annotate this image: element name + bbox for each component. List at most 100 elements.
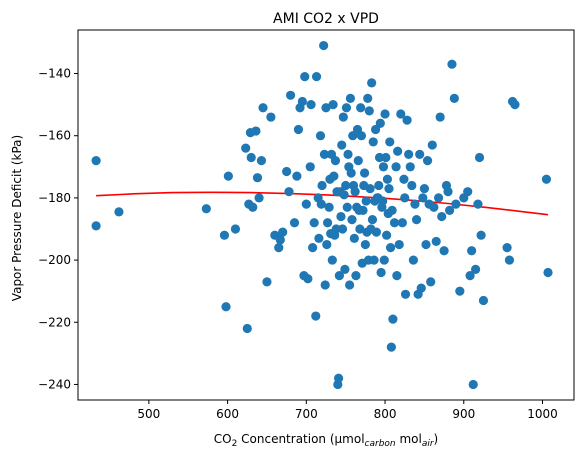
scatter-point: [411, 215, 422, 225]
scatter-point: [386, 342, 396, 352]
scatter-point: [322, 218, 333, 228]
x-axis: 500 600 700 800 900 1000: [137, 400, 558, 421]
scatter-point: [349, 233, 359, 243]
scatter-point: [329, 171, 339, 181]
scatter-point: [371, 124, 381, 135]
scatter-point: [399, 174, 409, 184]
scatter-point: [278, 227, 288, 237]
scatter-point: [405, 162, 415, 172]
scatter-point: [345, 93, 356, 103]
fit-line: [96, 191, 549, 216]
scatter-point: [114, 207, 124, 217]
y-axis-label: Vapor Pressure Deficit (kPa): [10, 135, 24, 301]
scatter-point: [341, 103, 352, 113]
scatter-point: [91, 155, 101, 166]
y-axis: −140 −160 −180 −200 −220 −240: [38, 67, 78, 391]
scatter-point: [266, 112, 276, 122]
scatter-point: [334, 271, 344, 281]
scatter-point: [350, 187, 360, 197]
scatter-point: [322, 239, 332, 250]
scatter-point: [368, 137, 378, 147]
scatter-point: [251, 126, 261, 136]
scatter-point: [346, 168, 356, 178]
scatter-point: [292, 171, 302, 181]
scatter-point: [337, 140, 347, 150]
scatter-point: [309, 218, 319, 228]
scatter-point: [327, 255, 337, 265]
scatter-point: [384, 183, 394, 194]
y-tick-label: −140: [38, 67, 71, 81]
scatter-point: [353, 155, 363, 166]
scatter-point: [230, 224, 241, 234]
scatter-point: [328, 100, 338, 110]
x-axis-label-post: ): [434, 432, 439, 446]
scatter-point: [248, 202, 258, 212]
y-tick-label: −180: [38, 191, 71, 205]
scatter-point: [351, 271, 361, 281]
scatter-point: [345, 280, 355, 290]
scatter-point: [330, 155, 341, 166]
scatter-point: [342, 202, 352, 212]
axes-frame: [77, 29, 575, 401]
scatter-point: [201, 204, 211, 214]
scatter-point: [365, 183, 375, 194]
scatter-point: [356, 103, 366, 113]
scatter-point: [394, 239, 404, 250]
scatter-point: [443, 187, 453, 197]
scatter-point: [91, 221, 101, 231]
scatter-point: [478, 295, 489, 306]
x-axis-label: CO2 Concentration (µmolcarbon molair): [214, 432, 438, 449]
scatter-point: [473, 199, 483, 209]
scatter-point: [455, 286, 465, 296]
scatter-point: [300, 72, 310, 82]
y-tick-label: −220: [38, 315, 71, 329]
scatter-point: [381, 152, 391, 163]
scatter-point: [331, 224, 341, 234]
scatter-point: [316, 199, 326, 209]
scatter-point: [297, 96, 307, 107]
scatter-point: [385, 243, 396, 253]
scatter-point: [315, 131, 326, 141]
scatter-point: [221, 302, 231, 312]
fit-line-layer: [96, 191, 549, 216]
scatter-point: [387, 205, 397, 215]
scatter-point: [284, 187, 294, 197]
x-axis-label-sub3: air: [422, 439, 435, 449]
x-tick-label: 500: [137, 407, 160, 421]
scatter-point: [510, 100, 520, 110]
scatter-point: [308, 243, 318, 253]
scatter-point: [347, 215, 357, 225]
scatter-point: [305, 162, 315, 172]
scatter-point: [254, 193, 264, 203]
scatter-point: [262, 277, 272, 287]
scatter-point: [397, 218, 407, 228]
scatter-point: [285, 90, 296, 100]
scatter-point: [359, 168, 370, 178]
scatter-point: [422, 155, 433, 166]
x-tick-label: 800: [374, 407, 397, 421]
scatter-point: [433, 193, 444, 203]
scatter-point: [502, 243, 512, 253]
scatter-point: [543, 267, 553, 278]
scatter-point: [252, 173, 263, 183]
scatter-point: [404, 149, 414, 159]
scatter-point: [358, 205, 368, 215]
scatter-point: [256, 155, 267, 166]
scatter-point: [382, 230, 392, 240]
scatter-point: [437, 211, 447, 222]
scatter-point: [258, 103, 268, 113]
scatter-point: [451, 199, 461, 209]
scatter-point: [367, 78, 377, 88]
x-axis-label-sub1: 2: [232, 439, 238, 449]
x-axis-label-sub2: carbon: [365, 439, 396, 449]
scatter-point: [334, 373, 344, 383]
scatter-point: [363, 93, 373, 103]
scatter-point: [378, 196, 388, 206]
scatter-point: [311, 311, 321, 321]
scatter-point: [426, 277, 436, 287]
scatter-point: [435, 112, 445, 122]
scatter-point: [470, 264, 481, 275]
x-tick-label: 600: [216, 407, 239, 421]
scatter-point: [385, 137, 395, 147]
